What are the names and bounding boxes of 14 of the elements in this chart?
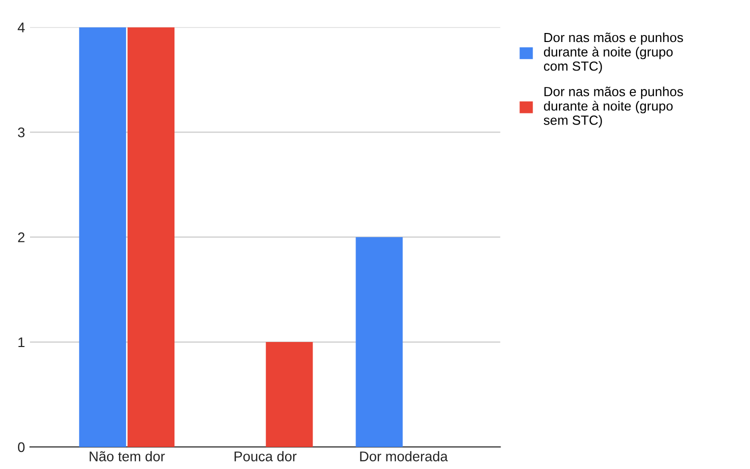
y-tick-label: 3 bbox=[18, 127, 25, 138]
x-tick-label: Pouca dor bbox=[234, 451, 297, 462]
bar bbox=[356, 237, 403, 447]
bar bbox=[128, 27, 174, 447]
legend-label: Dor nas mãos e punhos durante à noite (grupo sem STC) bbox=[544, 86, 683, 128]
y-tick-label: 4 bbox=[18, 22, 25, 32]
x-tick-label: Dor moderada bbox=[360, 451, 448, 462]
legend-label: Dor nas mãos e punhos durante à noite (grupo com STC) bbox=[544, 32, 683, 74]
bar bbox=[79, 27, 126, 447]
y-tick-label: 2 bbox=[18, 232, 24, 242]
y-tick-label: 1 bbox=[18, 337, 24, 348]
y-tick-label: 0 bbox=[18, 442, 25, 452]
bar bbox=[266, 342, 313, 447]
x-tick-label: Não tem dor bbox=[90, 451, 165, 462]
